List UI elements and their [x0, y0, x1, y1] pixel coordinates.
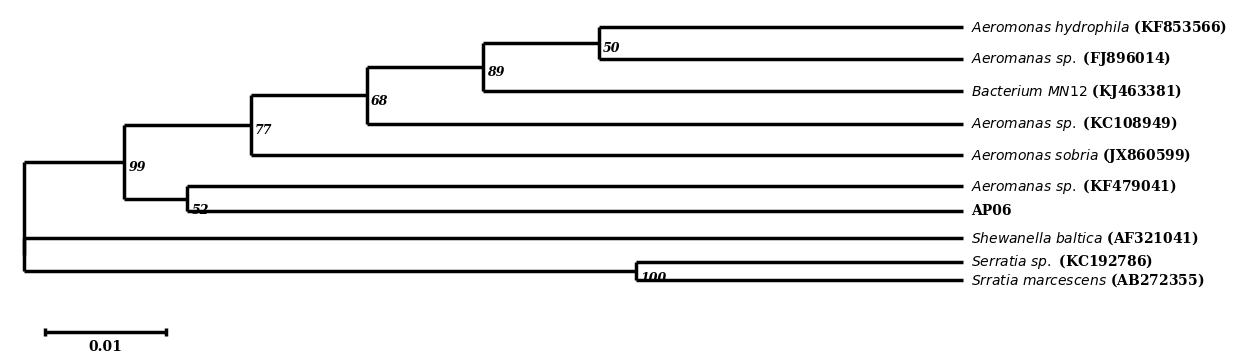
Text: 100: 100	[640, 273, 666, 285]
Text: 68: 68	[371, 95, 389, 108]
Text: $\mathbf{\it{Shewanella\ baltica}}$ (AF321041): $\mathbf{\it{Shewanella\ baltica}}$ (AF3…	[972, 229, 1200, 247]
Text: $\mathbf{\it{Serratia\ sp.}}$ (KC192786): $\mathbf{\it{Serratia\ sp.}}$ (KC192786)	[972, 252, 1154, 271]
Text: $\mathbf{\it{Aeromonas\ hydrophila}}$ (KF853566): $\mathbf{\it{Aeromonas\ hydrophila}}$ (K…	[972, 18, 1227, 37]
Text: 0.01: 0.01	[89, 339, 123, 354]
Text: 50: 50	[603, 42, 620, 55]
Text: 89: 89	[487, 66, 505, 79]
Text: AP06: AP06	[972, 204, 1011, 218]
Text: $\mathbf{\it{Bacterium\ MN12}}$ (KJ463381): $\mathbf{\it{Bacterium\ MN12}}$ (KJ46338…	[972, 82, 1182, 101]
Text: $\mathbf{\it{Aeromanas\ sp.}}$ (KF479041): $\mathbf{\it{Aeromanas\ sp.}}$ (KF479041…	[972, 177, 1177, 196]
Text: 77: 77	[255, 125, 272, 138]
Text: $\mathbf{\it{Aeromanas\ sp.}}$ (FJ896014): $\mathbf{\it{Aeromanas\ sp.}}$ (FJ896014…	[972, 49, 1171, 68]
Text: $\mathbf{\it{Aeromonas\ sobria}}$ (JX860599): $\mathbf{\it{Aeromonas\ sobria}}$ (JX860…	[972, 146, 1191, 165]
Text: $\mathbf{\it{Srratia\ marcescens}}$ (AB272355): $\mathbf{\it{Srratia\ marcescens}}$ (AB2…	[972, 271, 1205, 289]
Text: 99: 99	[129, 161, 146, 174]
Text: 52: 52	[192, 203, 209, 217]
Text: $\mathbf{\it{Aeromanas\ sp.}}$ (KC108949): $\mathbf{\it{Aeromanas\ sp.}}$ (KC108949…	[972, 114, 1179, 133]
